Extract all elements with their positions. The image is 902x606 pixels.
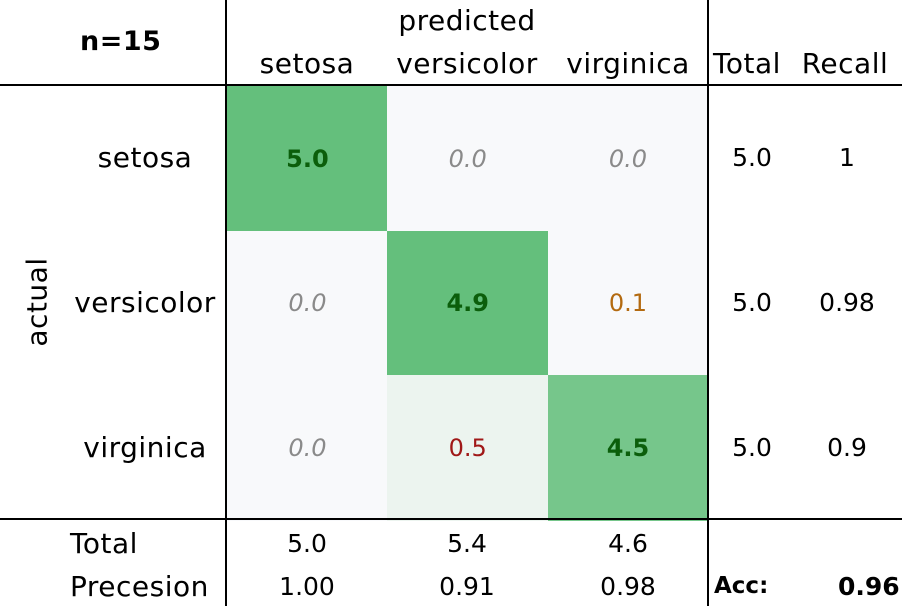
precision-setosa: 1.00	[279, 572, 335, 601]
precision-virginica: 0.98	[600, 572, 656, 601]
col-header-setosa: setosa	[259, 47, 355, 80]
cell-value: 0.0	[448, 144, 487, 173]
col-header-total: Total	[713, 47, 781, 80]
cell-value: 0.1	[608, 289, 648, 318]
recall-virginica: 0.9	[827, 433, 867, 462]
precision-label: Precesion	[70, 570, 209, 603]
row-total-setosa: 5.0	[732, 143, 772, 172]
cell-value: 0.5	[448, 433, 487, 462]
cell-virginica-setosa: 0.0	[227, 375, 388, 521]
row-total-versicolor: 5.0	[732, 288, 772, 317]
cell-value: 0.0	[288, 289, 327, 318]
divider-horizontal-top	[0, 84, 902, 86]
cell-versicolor-setosa: 0.0	[227, 230, 388, 376]
divider-horizontal-bottom	[0, 518, 902, 520]
predicted-axis-label: predicted	[398, 4, 536, 37]
accuracy-value: 0.96	[838, 572, 900, 601]
row-total-virginica: 5.0	[732, 433, 772, 462]
col-header-versicolor: versicolor	[396, 47, 538, 80]
cell-versicolor-virginica: 0.1	[547, 230, 709, 376]
recall-setosa: 1	[839, 143, 855, 172]
actual-axis-label: actual	[20, 257, 54, 347]
precision-versicolor: 0.91	[439, 572, 495, 601]
recall-versicolor: 0.98	[819, 288, 875, 317]
cell-value: 5.0	[286, 144, 329, 173]
cell-value: 0.0	[608, 144, 648, 173]
cell-virginica-virginica: 4.5	[547, 375, 709, 521]
cell-value: 4.5	[606, 433, 650, 462]
row-header-setosa: setosa	[97, 141, 193, 174]
col-total-virginica: 4.6	[608, 529, 648, 558]
cell-value: 0.0	[288, 433, 327, 462]
cell-setosa-versicolor: 0.0	[387, 86, 549, 232]
cell-value: 4.9	[446, 289, 489, 318]
col-total-versicolor: 5.4	[447, 529, 487, 558]
col-total-setosa: 5.0	[287, 529, 327, 558]
col-header-virginica: virginica	[566, 47, 690, 80]
row-header-versicolor: versicolor	[74, 286, 216, 319]
cell-versicolor-versicolor: 4.9	[387, 230, 549, 376]
sample-size-label: n=15	[80, 26, 162, 57]
cell-setosa-setosa: 5.0	[227, 86, 388, 232]
divider-vertical-right	[707, 0, 709, 606]
cell-setosa-virginica: 0.0	[547, 86, 709, 232]
cell-virginica-versicolor: 0.5	[387, 375, 549, 521]
accuracy-label: Acc:	[714, 573, 769, 599]
divider-vertical-left	[225, 0, 227, 606]
row-header-virginica: virginica	[83, 431, 207, 464]
col-header-recall: Recall	[801, 47, 889, 80]
bottom-total-label: Total	[70, 527, 138, 560]
